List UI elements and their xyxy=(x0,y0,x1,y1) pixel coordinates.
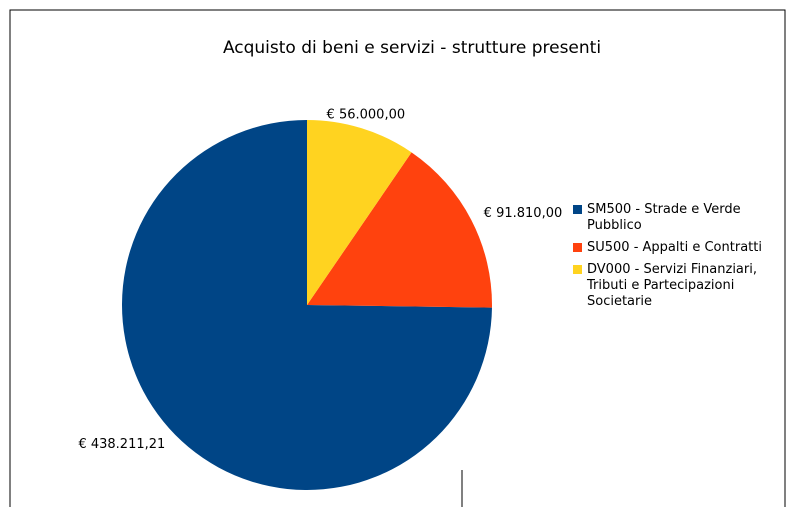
legend-item: SU500 - Appalti e Contratti xyxy=(573,240,773,256)
pie-slice xyxy=(307,152,492,308)
legend-item: DV000 - Servizi Finanziari, Tributi e Pa… xyxy=(573,262,773,310)
legend-swatch xyxy=(573,205,582,214)
legend-label: SM500 - Strade e Verde Pubblico xyxy=(587,202,741,233)
legend: SM500 - Strade e Verde Pubblico SU500 - A… xyxy=(573,202,773,316)
pie-slice xyxy=(307,120,412,305)
chart-frame xyxy=(9,9,786,507)
data-label: € 91.810,00 xyxy=(484,206,563,221)
data-label: € 438.211,21 xyxy=(78,437,165,452)
legend-swatch xyxy=(573,265,582,274)
chart-title: Acquisto di beni e servizi - strutture p… xyxy=(223,38,601,58)
legend-swatch xyxy=(573,243,582,252)
legend-item: SM500 - Strade e Verde Pubblico xyxy=(573,202,773,234)
pie-slice xyxy=(121,120,492,491)
legend-label: SU500 - Appalti e Contratti xyxy=(587,240,762,255)
legend-label: DV000 - Servizi Finanziari, Tributi e Pa… xyxy=(587,262,757,309)
data-label: € 56.000,00 xyxy=(327,107,406,122)
